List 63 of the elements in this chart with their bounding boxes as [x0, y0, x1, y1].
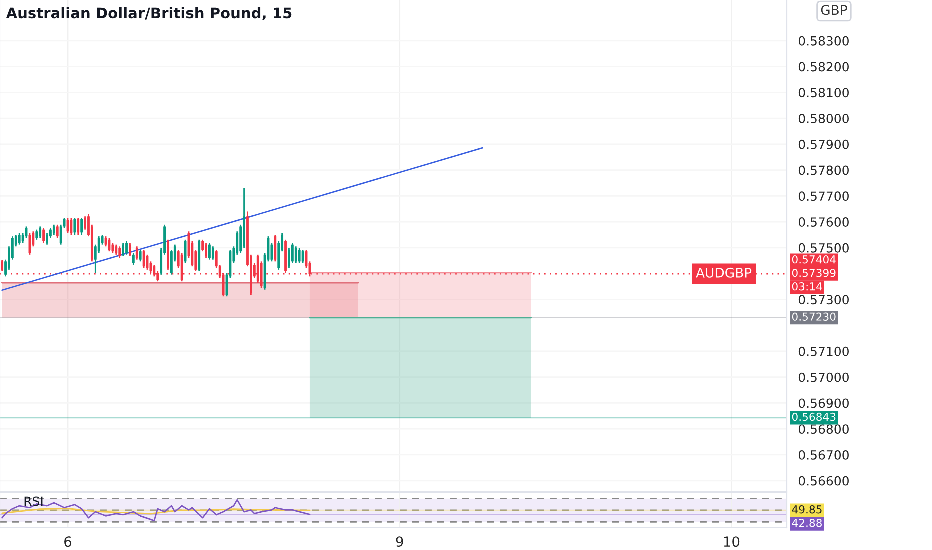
candlestick — [70, 217, 73, 236]
candlestick — [46, 232, 48, 246]
x-tick-label: 10 — [724, 536, 740, 548]
y-tick-label: 0.56800 — [798, 424, 849, 434]
y-tick-label: 0.56600 — [798, 476, 849, 486]
candlestick — [36, 229, 38, 241]
y-tick-label: 0.57900 — [798, 140, 849, 150]
candlestick — [170, 249, 173, 276]
y-tick-label: 0.57800 — [798, 166, 849, 176]
ref-line-label: 42.88 — [792, 519, 822, 528]
y-tick-label: 0.57100 — [798, 346, 849, 356]
candlestick — [288, 248, 290, 270]
ref-line-label: 0.57230 — [792, 312, 836, 321]
candlestick — [205, 242, 208, 259]
text: 0.57404 — [792, 256, 836, 264]
x-tick-label: 6 — [64, 536, 72, 548]
candlestick — [56, 224, 59, 240]
candlestick — [294, 246, 298, 264]
candlestick — [74, 217, 76, 236]
candlestick — [274, 234, 277, 262]
text: 03:14 — [792, 282, 822, 291]
candlestick — [77, 217, 80, 236]
candlestick — [80, 217, 84, 236]
x-tick-label: 9 — [396, 536, 404, 548]
y-tick-label: 0.58200 — [798, 62, 849, 72]
candlestick — [298, 248, 301, 264]
candlestick — [208, 242, 211, 261]
y-tick-label: 0.56700 — [798, 450, 849, 460]
annotation: AUDGBP — [696, 268, 752, 278]
y-tick-label: 0.58100 — [798, 88, 849, 98]
candlestick — [52, 224, 56, 236]
candlestick — [139, 249, 142, 262]
text: GBP — [821, 5, 848, 16]
candlestick — [115, 244, 118, 256]
candlestick — [84, 216, 86, 231]
y-tick-label: 0.57600 — [798, 218, 849, 227]
y-tick-label: 0.57000 — [798, 372, 849, 382]
candlestick — [39, 226, 42, 240]
ref-line-label: 0.57399 — [792, 269, 836, 278]
ref-line-label: 49.85 — [792, 506, 822, 514]
candlestick — [18, 232, 21, 246]
chart-title: Australian Dollar/British Pound, 15 — [6, 7, 292, 21]
candlestick — [212, 246, 214, 261]
candlestick — [118, 246, 122, 259]
candlestick — [132, 252, 135, 266]
candlestick — [136, 246, 138, 261]
y-tick-label: 0.56900 — [798, 398, 849, 408]
y-tick-label: 0.58300 — [798, 36, 849, 46]
candlestick — [42, 228, 46, 244]
candlestick — [112, 242, 114, 254]
y-tick-label: 0.58000 — [798, 114, 849, 124]
candlestick — [126, 240, 128, 256]
candlestick — [270, 242, 274, 262]
y-tick-label: 0.57300 — [798, 295, 849, 305]
y-tick-label: 0.57500 — [798, 243, 849, 253]
ref-line-label: 0.56843 — [792, 412, 836, 422]
candlestick — [122, 242, 125, 258]
candlestick — [129, 242, 132, 258]
y-tick-label: 0.57700 — [798, 192, 849, 202]
candlestick — [1, 259, 4, 272]
chart-title: RSI — [24, 496, 43, 506]
candlestick — [142, 249, 146, 270]
candlestick — [302, 249, 304, 264]
